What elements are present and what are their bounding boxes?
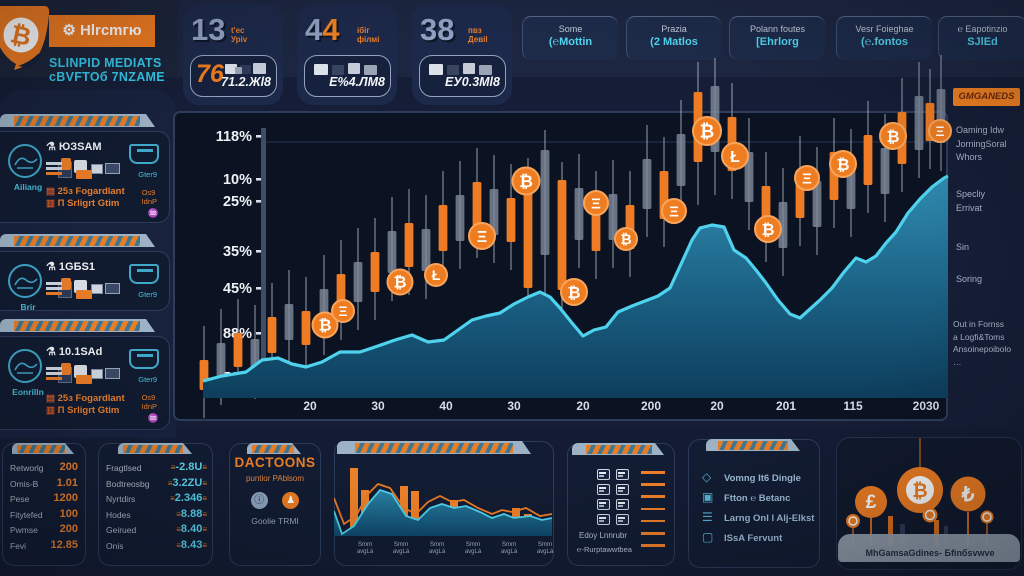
svg-text:20: 20 — [303, 399, 317, 413]
svg-text:Ξ: Ξ — [669, 203, 679, 220]
svg-text:Ξ: Ξ — [591, 195, 601, 212]
svg-text:₿: ₿ — [318, 317, 331, 335]
svg-text:Ξ: Ξ — [477, 229, 487, 246]
svg-text:45%: 45% — [223, 281, 252, 297]
svg-text:115: 115 — [843, 399, 863, 413]
svg-text:₿: ₿ — [761, 221, 774, 239]
svg-text:Ξ: Ξ — [338, 303, 347, 319]
svg-text:Ξ: Ξ — [802, 170, 812, 187]
svg-text:118%: 118% — [216, 129, 252, 145]
svg-text:₿: ₿ — [836, 156, 849, 174]
svg-text:40: 40 — [439, 399, 453, 413]
svg-text:Ξ: Ξ — [935, 123, 944, 139]
svg-text:₿: ₿ — [393, 274, 406, 292]
svg-text:20: 20 — [576, 399, 590, 413]
svg-text:20: 20 — [710, 399, 724, 413]
svg-text:10%: 10% — [223, 172, 252, 188]
svg-text:₿: ₿ — [700, 121, 715, 141]
svg-text:30: 30 — [371, 399, 385, 413]
svg-text:25%: 25% — [223, 194, 252, 210]
svg-text:30: 30 — [507, 399, 521, 413]
svg-text:35%: 35% — [223, 244, 252, 260]
svg-text:₿: ₿ — [886, 128, 899, 146]
svg-text:Ł: Ł — [730, 149, 740, 166]
svg-text:201: 201 — [776, 399, 796, 413]
svg-text:₿: ₿ — [912, 481, 927, 502]
svg-text:₿: ₿ — [567, 284, 580, 302]
svg-text:£: £ — [866, 492, 877, 513]
svg-text:Ł: Ł — [432, 267, 441, 283]
svg-text:200: 200 — [641, 399, 661, 413]
svg-text:₿: ₿ — [519, 172, 533, 191]
svg-text:₺: ₺ — [961, 484, 975, 506]
svg-text:₿: ₿ — [620, 231, 631, 247]
svg-text:2030: 2030 — [913, 399, 940, 413]
